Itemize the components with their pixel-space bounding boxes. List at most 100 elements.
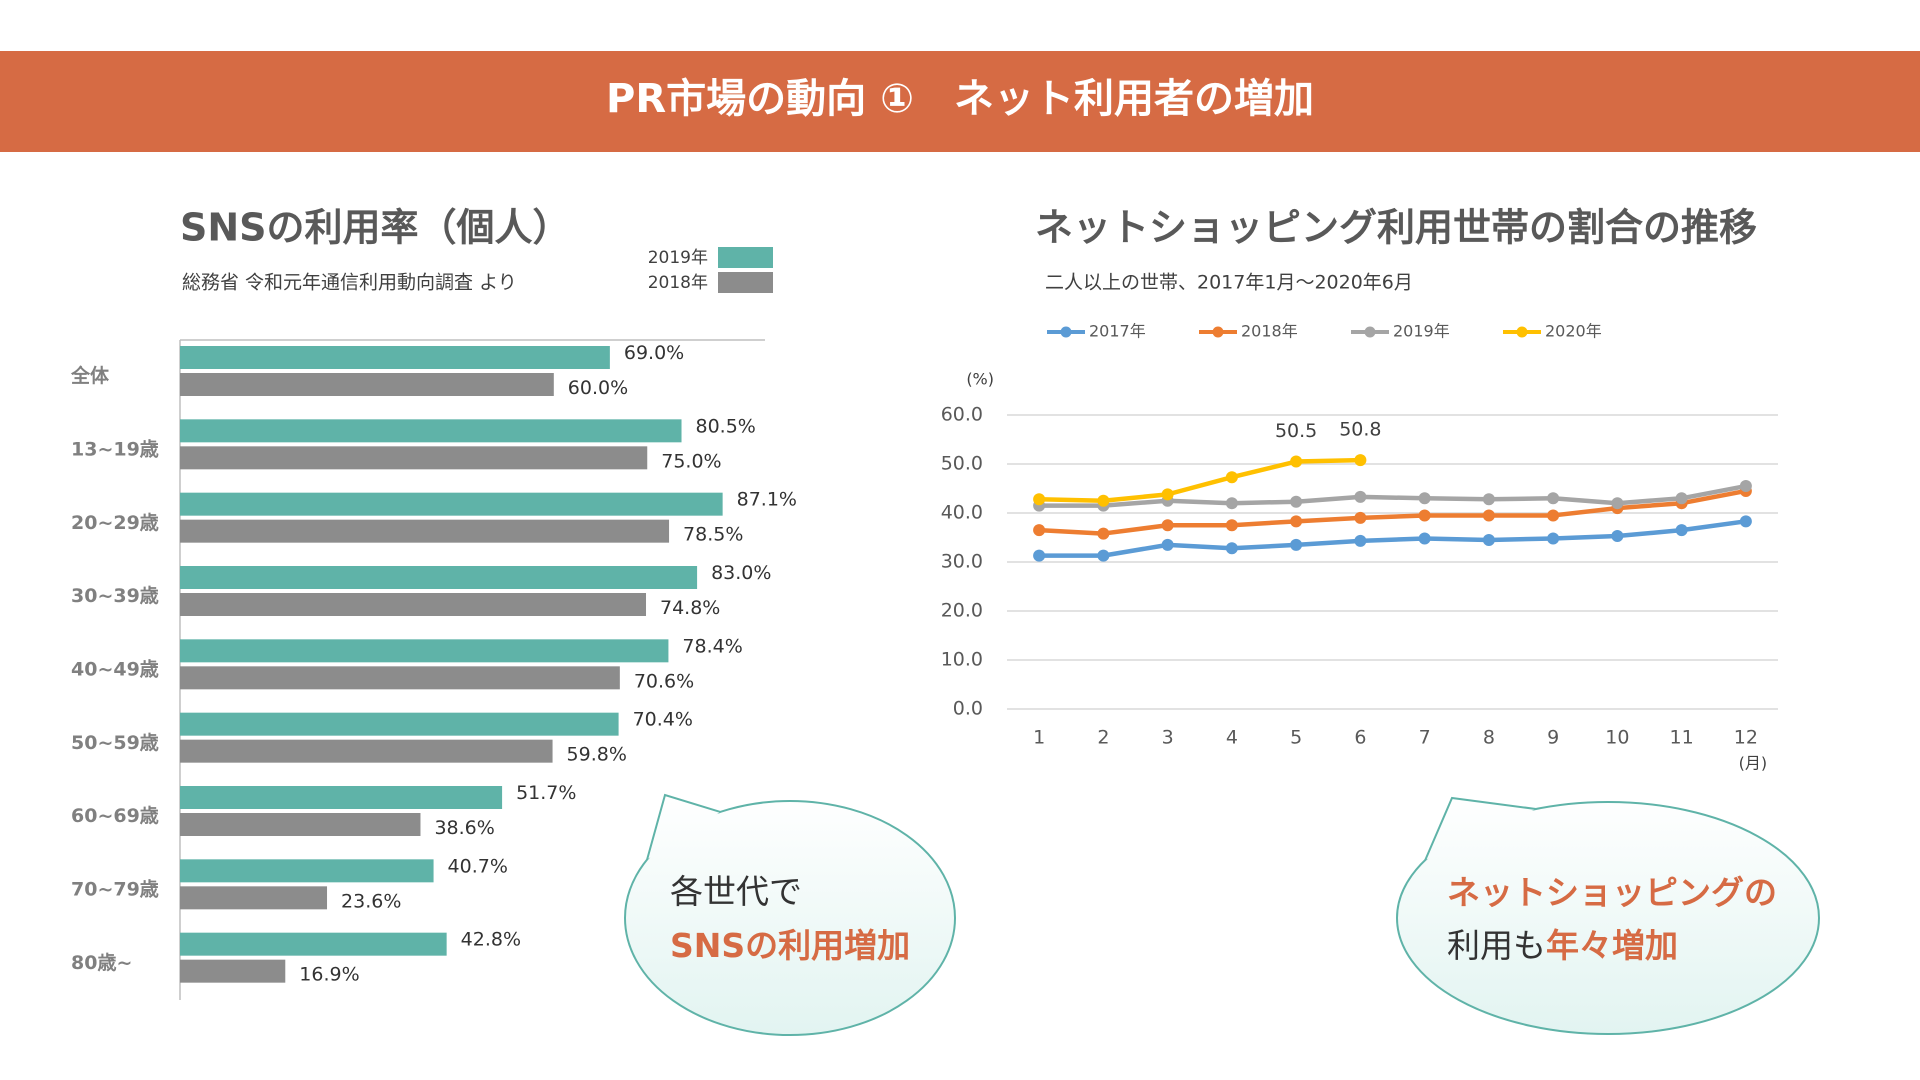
- y-tick-label: 30.0: [941, 551, 983, 573]
- bar: [180, 712, 619, 736]
- legend-label: 2018年: [648, 273, 708, 293]
- value-label: 75.0%: [661, 450, 721, 472]
- point: [1290, 495, 1303, 508]
- x-axis-label: (月): [1739, 754, 1768, 773]
- y-tick-label: 40.0: [941, 502, 983, 524]
- point: [1097, 494, 1110, 507]
- value-label: 60.0%: [568, 377, 628, 399]
- legend-marker: [1060, 326, 1072, 338]
- x-tick-label: 3: [1162, 727, 1174, 749]
- bar: [180, 959, 286, 983]
- bar: [180, 593, 647, 616]
- x-tick-label: 7: [1419, 727, 1431, 749]
- y-tick-label: 50.0: [941, 453, 983, 475]
- legend-marker: [1212, 326, 1224, 338]
- value-label: 50.8: [1339, 419, 1381, 441]
- point: [1547, 492, 1560, 505]
- value-label: 38.6%: [434, 817, 494, 839]
- chart-subtitle: 二人以上の世帯、2017年1月～2020年6月: [1045, 272, 1413, 294]
- value-label: 23.6%: [341, 890, 401, 912]
- value-label: 78.5%: [683, 524, 743, 546]
- point: [1033, 549, 1046, 562]
- point: [1547, 509, 1560, 522]
- bar: [180, 446, 648, 470]
- y-tick-label: 60.0: [941, 404, 983, 426]
- bar: [180, 639, 669, 663]
- bar: [180, 859, 434, 883]
- legend-marker: [1364, 326, 1376, 338]
- point: [1418, 532, 1431, 545]
- point: [1482, 509, 1495, 522]
- value-label: 87.1%: [737, 489, 797, 511]
- x-tick-label: 5: [1290, 727, 1302, 749]
- point: [1033, 524, 1046, 537]
- bar: [180, 739, 553, 763]
- category-label: 40~49歳: [71, 659, 159, 681]
- point: [1611, 497, 1624, 510]
- legend-label: 2017年: [1089, 322, 1146, 341]
- legend-swatch: [718, 272, 773, 293]
- chart-title: SNSの利用率（個人）: [180, 206, 571, 250]
- point: [1354, 454, 1367, 467]
- point: [1097, 527, 1110, 540]
- point: [1225, 497, 1238, 510]
- bar: [180, 373, 554, 396]
- callout-tail-edge: [1424, 796, 1536, 861]
- x-tick-label: 1: [1033, 727, 1045, 749]
- bar: [180, 813, 421, 836]
- chart-subtitle: 総務省 令和元年通信利用動向調査 より: [182, 272, 517, 294]
- legend-label: 2020年: [1545, 322, 1602, 341]
- callout-text: 各世代で: [670, 872, 802, 911]
- legend-label: 2019年: [648, 248, 708, 268]
- callout-tail: [1425, 798, 1536, 860]
- y-tick-label: 10.0: [941, 649, 983, 671]
- bar: [180, 519, 670, 543]
- point: [1290, 515, 1303, 528]
- legend-swatch: [718, 247, 773, 268]
- category-label: 20~29歳: [71, 512, 159, 534]
- callout-text: 利用も年々増加: [1447, 926, 1678, 965]
- callout-tail-edge: [646, 793, 721, 860]
- value-label: 16.9%: [299, 964, 359, 986]
- bar: [180, 932, 447, 956]
- callout-text-part: ネットショッピングの: [1447, 873, 1777, 912]
- point: [1418, 509, 1431, 522]
- value-label: 40.7%: [448, 855, 508, 877]
- point: [1739, 515, 1752, 528]
- category-label: 30~39歳: [71, 585, 159, 607]
- category-label: 13~19歳: [71, 439, 159, 461]
- point: [1482, 493, 1495, 506]
- point: [1547, 532, 1560, 545]
- x-tick-label: 6: [1354, 727, 1366, 749]
- callout-text-part: 年々増加: [1546, 926, 1678, 965]
- category-label: 60~69歳: [71, 805, 159, 827]
- series-line: [1039, 488, 1747, 536]
- point: [1354, 490, 1367, 503]
- point: [1225, 471, 1238, 484]
- legend-label: 2019年: [1393, 322, 1450, 341]
- point: [1739, 480, 1752, 493]
- value-label: 51.7%: [516, 782, 576, 804]
- point: [1482, 533, 1495, 546]
- callout-text: ネットショッピングの: [1447, 873, 1777, 912]
- value-label: 78.4%: [682, 635, 742, 657]
- callout-text-part: 利用も: [1447, 926, 1546, 965]
- callout-bubble: [1396, 801, 1820, 1035]
- x-tick-label: 9: [1547, 727, 1559, 749]
- value-label: 70.6%: [634, 670, 694, 692]
- x-tick-label: 8: [1483, 727, 1495, 749]
- bar: [180, 566, 698, 589]
- category-label: 全体: [70, 364, 110, 387]
- series-line: [1039, 457, 1361, 503]
- point: [1675, 524, 1688, 537]
- y-tick-label: 20.0: [941, 600, 983, 622]
- legend-label: 2018年: [1241, 322, 1298, 341]
- point: [1225, 542, 1238, 555]
- point: [1225, 519, 1238, 532]
- point: [1418, 492, 1431, 505]
- point: [1354, 534, 1367, 547]
- chart-title: ネットショッピング利用世帯の割合の推移: [1035, 206, 1757, 250]
- bar: [180, 666, 620, 690]
- value-label: 80.5%: [696, 415, 756, 437]
